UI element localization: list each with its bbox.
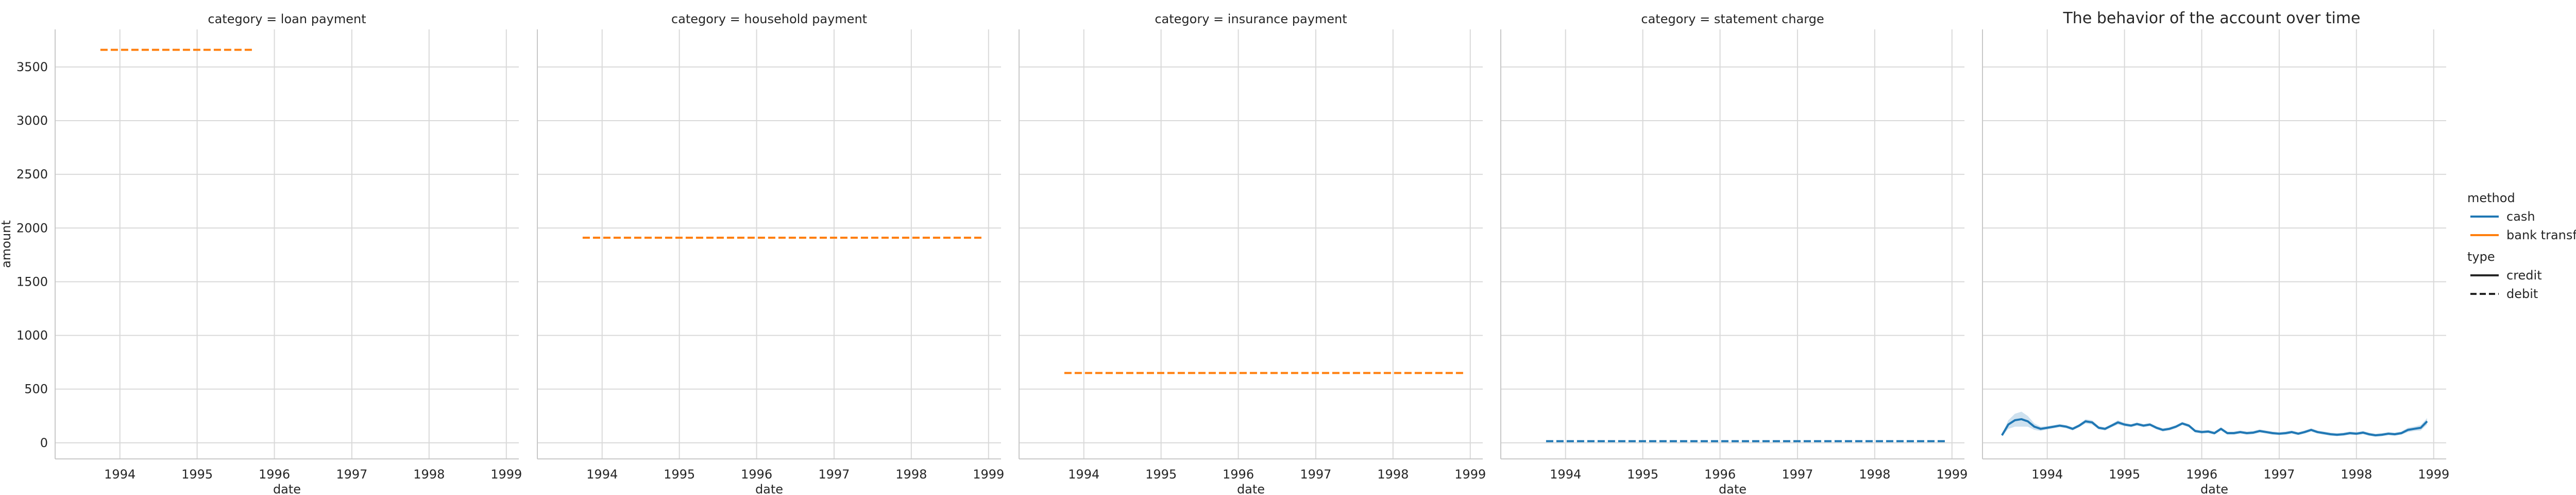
x-tick-label: 1998 <box>1859 467 1890 482</box>
y-axis-label: amount <box>0 220 13 268</box>
y-tick-label: 2000 <box>16 221 48 235</box>
x-tick-label: 1999 <box>973 467 1004 482</box>
x-tick-label: 1998 <box>413 467 445 482</box>
legend-type-title: type <box>2467 250 2495 264</box>
x-tick-label: 1996 <box>1704 467 1736 482</box>
x-axis-label: date <box>273 482 301 495</box>
y-tick-label: 3000 <box>16 113 48 128</box>
x-tick-label: 1995 <box>1627 467 1658 482</box>
panel-title: category = loan payment <box>208 12 366 26</box>
x-tick-label: 1997 <box>2263 467 2295 482</box>
panel-2: 1994 1995 1996 1997 1998 1999 date category = h… <box>537 12 1004 495</box>
y-tick-label: 0 <box>40 436 48 450</box>
panel-1: 1994 1995 1996 1997 1998 1999 0 500 1000 1500 2000… <box>0 12 522 495</box>
x-tick-label: 1994 <box>104 467 135 482</box>
x-axis-label: date <box>1719 482 1747 495</box>
facet-panels: 1994 1995 1996 1997 1998 1999 0 500 1000 1500 2000… <box>0 12 2449 495</box>
y-tick-label: 3500 <box>16 60 48 74</box>
x-tick-label: 1997 <box>818 467 850 482</box>
legend-method-cash-label: cash <box>2506 209 2535 224</box>
x-tick-label: 1997 <box>336 467 367 482</box>
x-tick-label: 1999 <box>490 467 522 482</box>
x-tick-label: 1996 <box>1223 467 1254 482</box>
panel-title: category = statement charge <box>1641 12 1824 26</box>
legend-type-debit-label: debit <box>2506 287 2538 301</box>
x-tick-label: 1998 <box>895 467 927 482</box>
legend-method-bank-transfer-label: bank transfer <box>2506 228 2576 242</box>
x-tick-label: 1995 <box>664 467 695 482</box>
x-tick-label: 1996 <box>741 467 772 482</box>
x-axis-label: date <box>755 482 783 495</box>
x-tick-label: 1994 <box>586 467 618 482</box>
legend-method-title: method <box>2467 191 2515 205</box>
x-tick-label: 1999 <box>1936 467 1968 482</box>
y-tick-label: 1500 <box>16 274 48 289</box>
panel-5: 1994 1995 1996 1997 1998 1999 date <box>1982 29 2449 495</box>
panel-4: 1994 1995 1996 1997 1998 1999 date category = s… <box>1500 12 1968 495</box>
panel-title: category = household payment <box>671 12 867 26</box>
figure-title: The behavior of the account over time <box>2062 9 2360 27</box>
x-tick-label: 1999 <box>2418 467 2449 482</box>
x-tick-label: 1999 <box>1454 467 1486 482</box>
y-tick-label: 500 <box>24 382 48 397</box>
x-tick-label: 1998 <box>2341 467 2372 482</box>
x-axis-label: date <box>2200 482 2228 495</box>
x-axis-label: date <box>1237 482 1265 495</box>
legend: method cash bank transfer type credit debit <box>2467 191 2576 301</box>
x-tick-label: 1996 <box>259 467 290 482</box>
x-tick-label: 1994 <box>1550 467 1581 482</box>
x-tick-label: 1995 <box>1145 467 1177 482</box>
x-tick-label: 1995 <box>181 467 213 482</box>
x-tick-label: 1995 <box>2109 467 2140 482</box>
x-tick-label: 1994 <box>1068 467 1099 482</box>
y-tick-label: 1000 <box>16 328 48 343</box>
legend-type-credit-label: credit <box>2506 268 2542 283</box>
series-line-cash-credit <box>2001 418 2428 437</box>
x-tick-label: 1996 <box>2186 467 2217 482</box>
y-tick-label: 2500 <box>16 167 48 182</box>
panel-3: 1994 1995 1996 1997 1998 1999 date category = i… <box>1019 12 1486 495</box>
x-tick-label: 1997 <box>1300 467 1331 482</box>
x-tick-label: 1997 <box>1782 467 1813 482</box>
panel-title: category = insurance payment <box>1155 12 1347 26</box>
x-tick-label: 1998 <box>1377 467 1409 482</box>
x-tick-label: 1994 <box>2031 467 2063 482</box>
